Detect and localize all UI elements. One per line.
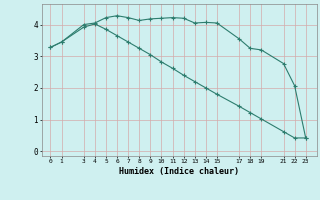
X-axis label: Humidex (Indice chaleur): Humidex (Indice chaleur) — [119, 167, 239, 176]
